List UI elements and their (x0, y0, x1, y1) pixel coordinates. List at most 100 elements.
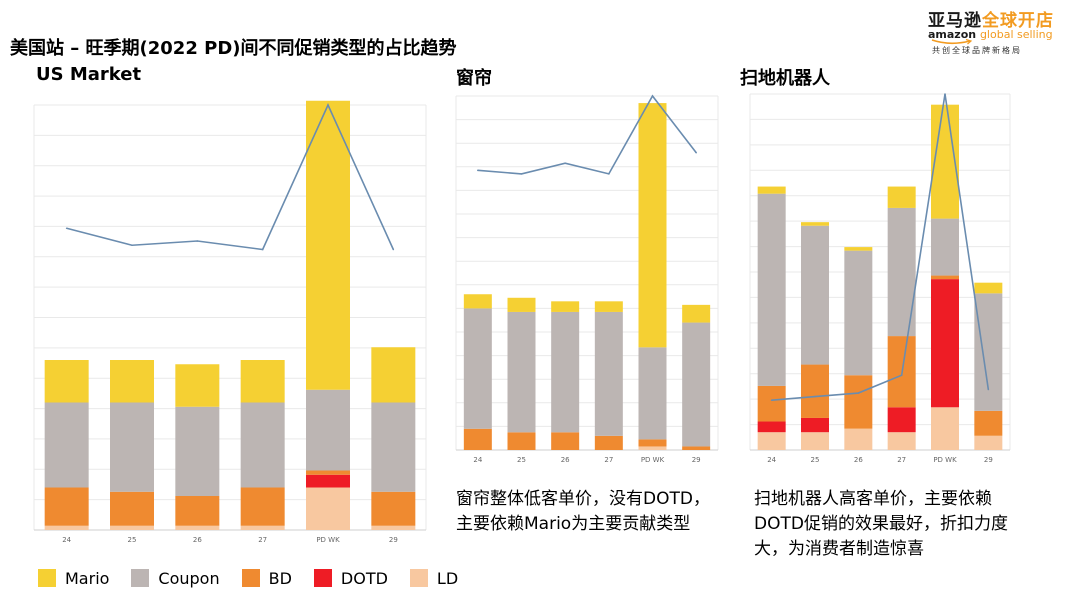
trend-point (608, 173, 610, 175)
trend-point (196, 240, 199, 242)
bar-ld-pd-wk (931, 407, 959, 450)
trend-point (651, 95, 654, 97)
legend-item-mario: Mario (38, 569, 109, 588)
bar-bd-25 (110, 491, 154, 526)
x-tick-label: 24 (62, 536, 71, 544)
bar-coupon-26 (551, 311, 580, 433)
bar-mario-26 (175, 364, 220, 407)
trend-line (66, 103, 395, 251)
bar-bd-26 (551, 432, 580, 450)
trend-point (261, 248, 264, 251)
curtain-chart: 24 25 26 27 PD WK 29 (455, 94, 719, 464)
curtain-note: 窗帘整体低客单价，没有DOTD，主要依赖Mario为主要贡献类型 (456, 489, 710, 534)
amazon-smile-icon (931, 39, 973, 45)
bar-bd-26 (175, 496, 220, 526)
bar-ld-26 (844, 428, 873, 450)
legend-label-dotd: DOTD (340, 568, 388, 588)
x-tick-label: 26 (561, 456, 570, 464)
trend-point (131, 244, 133, 247)
legend-label-bd: BD (268, 568, 292, 588)
trend-point (392, 248, 395, 251)
legend-label-mario: Mario (65, 568, 110, 588)
bar-coupon-24 (757, 193, 786, 386)
x-tick-label: 24 (473, 456, 482, 464)
bar-mario-29 (371, 347, 416, 403)
trend-point (65, 227, 68, 230)
bar-ld-29 (371, 525, 416, 530)
x-tick-label: 27 (258, 536, 267, 544)
trend-point (327, 104, 329, 106)
bar-dotd-25 (801, 417, 829, 433)
bar-dotd-24 (757, 421, 786, 433)
x-tick-label: 29 (692, 456, 701, 464)
bar-coupon-25 (110, 402, 154, 492)
bar-mario-29 (974, 282, 1003, 294)
x-tick-label: 26 (854, 456, 863, 464)
legend-label-coupon: Coupon (158, 568, 220, 588)
bar-coupon-pd-wk (306, 389, 350, 471)
legend-swatch-bd (241, 569, 260, 587)
bar-bd-27 (240, 487, 285, 526)
bar-bd-pd-wk (638, 439, 667, 447)
robot-title: 扫地机器人 (740, 68, 830, 89)
x-tick-label: 29 (984, 456, 993, 464)
bar-bd-29 (371, 491, 416, 526)
bar-mario-27 (240, 360, 285, 403)
bar-ld-29 (974, 435, 1003, 450)
bar-bd-29 (974, 410, 1003, 436)
legend-swatch-coupon (131, 569, 150, 587)
us-market-chart: 24 25 26 27 PD WK 29 (33, 100, 427, 544)
bar-coupon-24 (463, 308, 492, 429)
bar-mario-24 (757, 186, 786, 194)
bar-coupon-26 (844, 250, 873, 376)
x-tick-label: 25 (517, 456, 526, 464)
logo-tagline: 共创全球品牌新格局 (932, 46, 1022, 55)
logo-cn-text: 亚马逊全球开店 (928, 11, 1054, 31)
bar-mario-25 (110, 360, 154, 403)
bar-bd-26 (844, 375, 873, 429)
bar-coupon-29 (682, 322, 711, 447)
bar-coupon-27 (240, 402, 285, 488)
legend-item-ld: LD (409, 569, 458, 588)
bar-coupon-26 (175, 406, 220, 496)
bar-ld-25 (801, 432, 829, 450)
chart-legend: Mario Coupon BD DOTD LD (38, 566, 480, 590)
bar-ld-24 (757, 432, 786, 450)
bar-mario-24 (463, 294, 492, 309)
bar-bd-25 (507, 432, 536, 450)
bar-bd-24 (44, 487, 89, 526)
bar-mario-26 (551, 301, 580, 312)
bar-bd-24 (463, 428, 492, 450)
bar-coupon-25 (507, 311, 536, 433)
bar-dotd-pd-wk (931, 279, 959, 408)
legend-swatch-mario (38, 569, 56, 587)
x-tick-label: PD WK (316, 536, 340, 544)
bar-mario-27 (887, 186, 916, 208)
bar-coupon-27 (594, 311, 623, 436)
trend-point (520, 173, 523, 175)
trend-point (900, 374, 903, 377)
bar-coupon-pd-wk (638, 347, 667, 440)
trend-line (477, 94, 697, 175)
robot-chart: 24 25 26 27 PD WK 29 (749, 93, 1011, 464)
bar-ld-pd-wk (306, 487, 350, 530)
bar-coupon-29 (371, 402, 416, 492)
bar-mario-25 (801, 222, 829, 226)
bar-bd-27 (594, 435, 623, 450)
x-tick-label: PD WK (641, 456, 665, 464)
legend-item-coupon: Coupon (131, 568, 220, 588)
x-tick-label: 25 (128, 536, 137, 544)
logo-en-text: amazon global selling (928, 28, 1053, 41)
x-tick-label: 25 (811, 456, 820, 464)
amazon-global-selling-logo: 亚马逊全球开店 amazon global selling 共创全球品牌新格局 (928, 6, 1076, 58)
bar-bd-pd-wk (306, 470, 350, 475)
trend-point (814, 395, 816, 398)
bar-ld-pd-wk (638, 446, 667, 450)
bar-coupon-25 (801, 225, 829, 365)
bar-bd-29 (682, 446, 711, 450)
curtain-title: 窗帘 (456, 68, 492, 89)
bar-bd-24 (757, 385, 786, 422)
bar-bd-pd-wk (931, 275, 959, 280)
bar-ld-27 (240, 525, 285, 530)
trend-point (770, 399, 773, 401)
